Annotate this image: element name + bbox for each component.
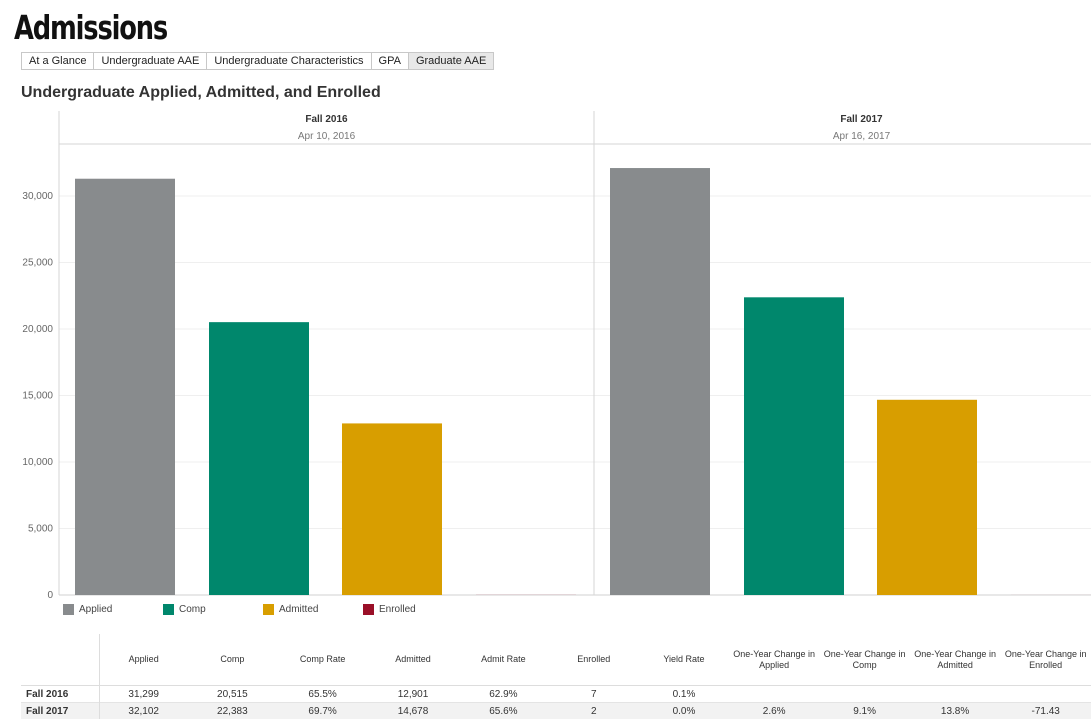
panel-subtitle: Apr 16, 2017 bbox=[833, 131, 891, 142]
column-header: Applied bbox=[128, 654, 159, 664]
column-header: One-Year Change in Comp bbox=[823, 648, 906, 670]
bar-admitted-fall-2016 bbox=[342, 423, 442, 595]
tab-gpa[interactable]: GPA bbox=[370, 52, 409, 70]
table-cell: 9.1% bbox=[819, 702, 910, 719]
chart-title: Undergraduate Applied, Admitted, and Enr… bbox=[21, 84, 381, 101]
y-tick-label: 10,000 bbox=[22, 457, 53, 468]
column-header: Enrolled bbox=[577, 654, 611, 664]
bar-admitted-fall-2017 bbox=[877, 399, 977, 595]
y-tick-label: 0 bbox=[47, 590, 53, 598]
tab-bar: At a Glance Undergraduate AAE Undergradu… bbox=[21, 52, 495, 70]
table-cell: 0.0% bbox=[638, 702, 729, 719]
table-cell: 65.5% bbox=[277, 685, 368, 703]
bar-applied-fall-2017 bbox=[610, 168, 710, 595]
column-header: Comp bbox=[220, 654, 245, 664]
bar-applied-fall-2016 bbox=[75, 178, 175, 595]
y-tick-label: 15,000 bbox=[22, 391, 53, 402]
table-cell: 20,515 bbox=[187, 685, 278, 703]
page-title: Admissions bbox=[14, 8, 168, 47]
table-cell: 13.8% bbox=[909, 702, 1001, 719]
table-header-row: Applied Comp Comp Rate Admitted Admit Ra… bbox=[21, 634, 1091, 686]
legend-item-admitted[interactable]: Admitted bbox=[263, 604, 363, 615]
panel-title: Fall 2016 bbox=[305, 114, 348, 125]
table-cell: -71.43 bbox=[1000, 702, 1091, 719]
y-tick-label: 25,000 bbox=[22, 258, 53, 269]
legend-label-admitted: Admitted bbox=[279, 604, 319, 615]
row-header: Fall 2017 bbox=[21, 702, 101, 719]
chart-legend: Applied Comp Admitted Enrolled bbox=[63, 604, 463, 615]
table-cell: 22,383 bbox=[187, 702, 278, 719]
legend-item-comp[interactable]: Comp bbox=[163, 604, 263, 615]
table-cell: 62.9% bbox=[458, 685, 549, 703]
table-cell: 14,678 bbox=[367, 702, 459, 719]
table-cell bbox=[819, 685, 910, 703]
legend-item-applied[interactable]: Applied bbox=[63, 604, 163, 615]
summary-table: Applied Comp Comp Rate Admitted Admit Ra… bbox=[21, 634, 1091, 719]
column-header: Admitted bbox=[395, 654, 431, 664]
tab-undergraduate-aae[interactable]: Undergraduate AAE bbox=[93, 52, 208, 70]
panel-title: Fall 2017 bbox=[840, 114, 883, 125]
column-header: Comp Rate bbox=[299, 654, 346, 664]
y-tick-label: 5,000 bbox=[28, 524, 53, 535]
table-cell: 65.6% bbox=[458, 702, 549, 719]
table-cell: 69.7% bbox=[277, 702, 368, 719]
table-cell: 2.6% bbox=[728, 702, 820, 719]
table-cell: 12,901 bbox=[367, 685, 459, 703]
table-corner bbox=[21, 634, 101, 686]
column-header: Admit Rate bbox=[481, 654, 526, 664]
column-header: One-Year Change in Applied bbox=[733, 648, 816, 670]
table-cell bbox=[909, 685, 1001, 703]
bar-comp-fall-2016 bbox=[209, 322, 309, 595]
tab-at-a-glance[interactable]: At a Glance bbox=[21, 52, 95, 70]
legend-label-applied: Applied bbox=[79, 604, 113, 615]
table-cell: 7 bbox=[548, 685, 639, 703]
table-cell bbox=[728, 685, 820, 703]
y-tick-label: 20,000 bbox=[22, 324, 53, 335]
legend-swatch-applied bbox=[63, 604, 74, 615]
table-cell: 32,102 bbox=[99, 702, 188, 719]
bar-chart: 0 5,000 10,000 15,000 20,000 25,000 30,000 Fall… bbox=[22, 111, 1091, 598]
tab-undergraduate-characteristics[interactable]: Undergraduate Characteristics bbox=[206, 52, 372, 70]
legend-item-enrolled[interactable]: Enrolled bbox=[363, 604, 463, 615]
legend-label-comp: Comp bbox=[179, 604, 206, 615]
bar-comp-fall-2017 bbox=[744, 297, 844, 595]
legend-swatch-admitted bbox=[263, 604, 274, 615]
legend-swatch-comp bbox=[163, 604, 174, 615]
panel-subtitle: Apr 10, 2016 bbox=[298, 131, 356, 142]
y-tick-label: 30,000 bbox=[22, 191, 53, 202]
table-cell: 0.1% bbox=[638, 685, 729, 703]
table-cell bbox=[1000, 685, 1091, 703]
row-header: Fall 2016 bbox=[21, 685, 101, 703]
column-header: Yield Rate bbox=[663, 654, 705, 664]
column-header: One-Year Change in Admitted bbox=[914, 648, 996, 670]
legend-label-enrolled: Enrolled bbox=[379, 604, 416, 615]
table-row: Fall 2017 32,102 22,383 69.7% 14,678 65.… bbox=[21, 702, 1091, 719]
table-cell: 31,299 bbox=[99, 685, 188, 703]
tab-graduate-aae[interactable]: Graduate AAE bbox=[407, 52, 495, 70]
legend-swatch-enrolled bbox=[363, 604, 374, 615]
table-row: Fall 2016 31,299 20,515 65.5% 12,901 62.… bbox=[21, 685, 1091, 703]
table-cell: 2 bbox=[548, 702, 639, 719]
column-header: One-Year Change in Enrolled bbox=[1004, 648, 1087, 670]
